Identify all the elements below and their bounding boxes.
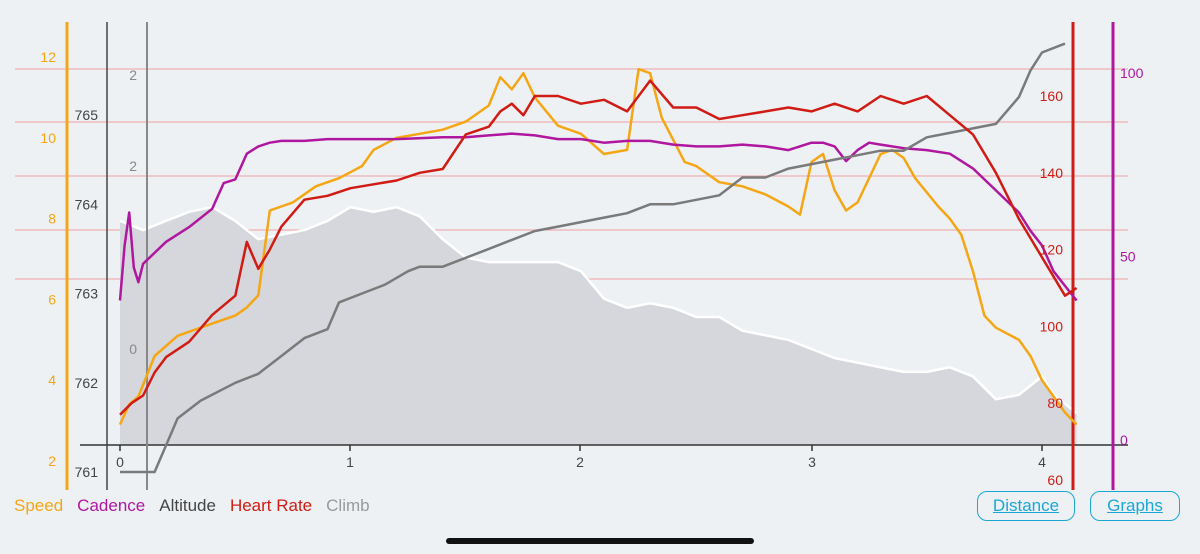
x-tick-label: 1 bbox=[346, 454, 354, 470]
series-heart-rate bbox=[119, 79, 1078, 416]
speed-tick-label: 2 bbox=[48, 453, 56, 469]
climb-tick-label: 2 bbox=[129, 67, 137, 83]
altitude-tick-label: 762 bbox=[75, 375, 99, 391]
series-speed bbox=[118, 67, 1078, 426]
x-tick-label: 0 bbox=[116, 454, 124, 470]
climb-layer bbox=[119, 205, 1078, 445]
legend-altitude: Altitude bbox=[159, 496, 216, 515]
heart-rate-tick-label: 160 bbox=[1040, 88, 1064, 104]
legend-climb: Climb bbox=[326, 496, 370, 515]
heart-rate-tick-label: 80 bbox=[1047, 395, 1063, 411]
altitude-tick-label: 765 bbox=[75, 107, 99, 123]
legend-cadence: Cadence bbox=[77, 496, 146, 515]
altitude-tick-label: 763 bbox=[75, 286, 99, 302]
axis-layer bbox=[65, 22, 1128, 490]
distance-button[interactable]: Distance bbox=[977, 491, 1075, 521]
climb-area bbox=[120, 207, 1077, 445]
legend-speed: Speed bbox=[14, 496, 64, 515]
graphs-button[interactable]: Graphs bbox=[1090, 491, 1180, 521]
speed-tick-label: 4 bbox=[48, 372, 56, 388]
legend-heart-rate: Heart Rate bbox=[229, 496, 313, 515]
altitude-tick-label: 761 bbox=[75, 464, 99, 480]
climb-line bbox=[119, 205, 1078, 415]
cadence-tick-label: 100 bbox=[1120, 65, 1144, 81]
speed-tick-label: 6 bbox=[48, 291, 56, 307]
series-altitude bbox=[120, 42, 1066, 474]
series-layer bbox=[118, 42, 1078, 474]
heart-rate-tick-label: 120 bbox=[1040, 242, 1064, 258]
speed-tick-label: 10 bbox=[40, 130, 56, 146]
climb-tick-label: 0 bbox=[129, 341, 137, 357]
x-tick-label: 4 bbox=[1038, 454, 1046, 470]
heart-rate-tick-label: 140 bbox=[1040, 165, 1064, 181]
altitude-tick-label: 764 bbox=[75, 196, 99, 212]
home-indicator[interactable] bbox=[446, 538, 754, 544]
heart-rate-tick-label: 60 bbox=[1047, 472, 1063, 488]
cadence-tick-label: 50 bbox=[1120, 249, 1136, 265]
heart-rate-tick-label: 100 bbox=[1040, 318, 1064, 334]
tick-layer: 0 1 2 3 424681012761762763764765022608010012… bbox=[40, 49, 1143, 488]
speed-tick-label: 8 bbox=[48, 211, 56, 227]
climb-tick-label: 2 bbox=[129, 158, 137, 174]
speed-tick-label: 12 bbox=[40, 49, 56, 65]
cadence-tick-label: 0 bbox=[1120, 432, 1128, 448]
legend: Speed Cadence Altitude Heart Rate Climb bbox=[14, 496, 370, 516]
x-tick-label: 2 bbox=[576, 454, 584, 470]
series-cadence bbox=[118, 132, 1078, 302]
x-tick-label: 3 bbox=[808, 454, 816, 470]
